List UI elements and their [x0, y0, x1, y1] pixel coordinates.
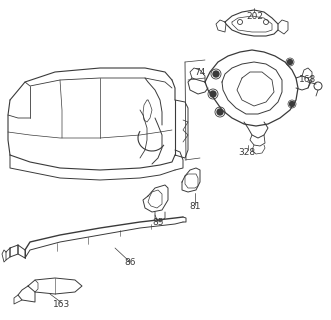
Text: 85: 85 — [152, 218, 164, 227]
Circle shape — [213, 71, 219, 77]
Text: 86: 86 — [124, 258, 136, 267]
Circle shape — [210, 91, 216, 97]
Text: 168: 168 — [299, 75, 317, 84]
Text: 81: 81 — [189, 202, 201, 211]
Text: 74: 74 — [194, 68, 206, 77]
Circle shape — [288, 60, 293, 65]
Text: 163: 163 — [53, 300, 71, 309]
Circle shape — [290, 101, 295, 107]
Text: 328: 328 — [238, 148, 256, 157]
Circle shape — [217, 109, 223, 115]
Text: 202: 202 — [247, 12, 263, 21]
